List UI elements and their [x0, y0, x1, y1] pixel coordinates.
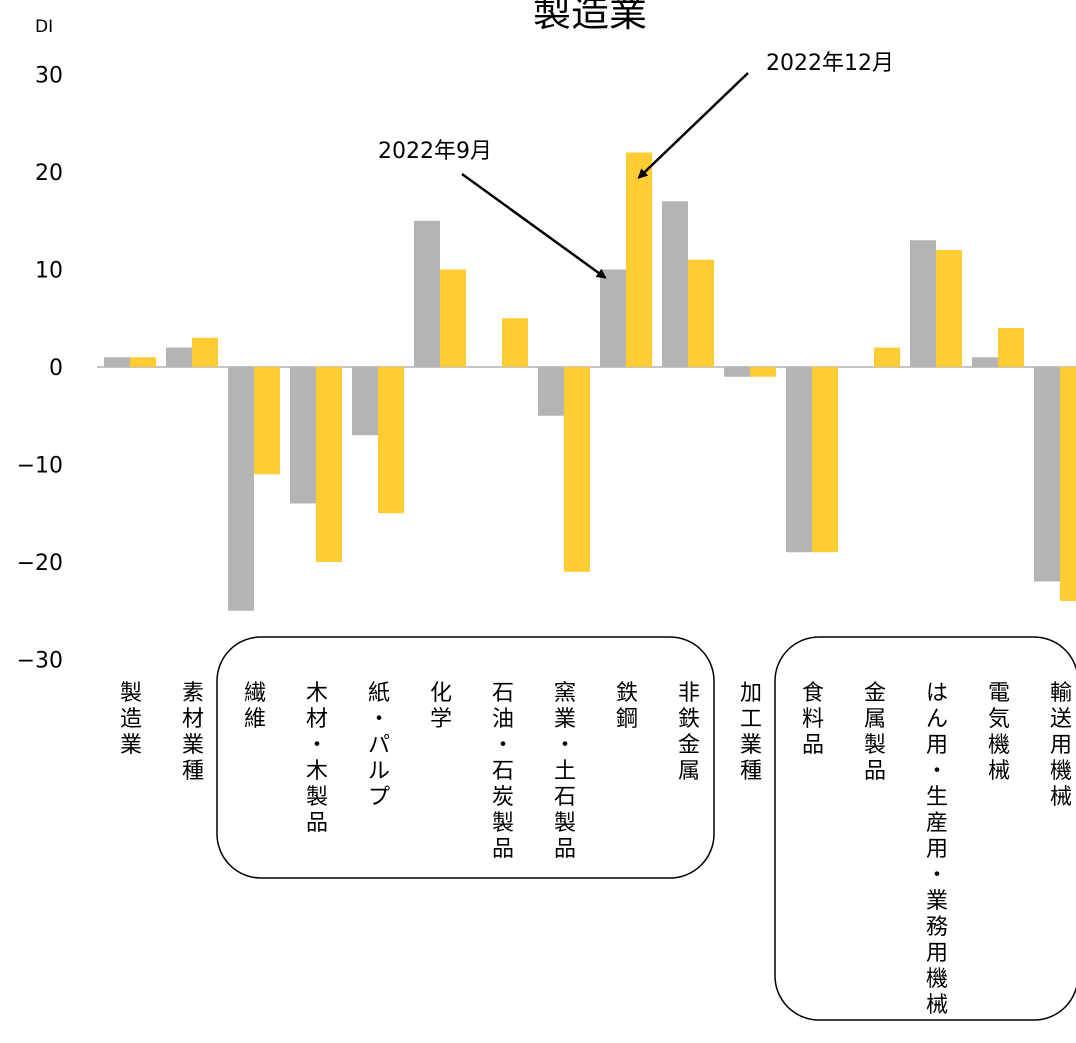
bar-series-1-cat-7 [538, 367, 564, 416]
bar-series-1-cat-1 [166, 347, 192, 367]
bar-series-2-cat-4 [378, 367, 404, 514]
category-label: 繊維 [244, 681, 266, 732]
category-label: 輸送用機械 [1050, 681, 1072, 810]
y-tick-label: −20 [17, 551, 63, 576]
bar-series-2-cat-5 [440, 269, 466, 367]
category-label: 木材・木製品 [306, 681, 328, 836]
bar-series-1-cat-0 [104, 357, 130, 367]
bar-series-2-cat-2 [254, 367, 280, 475]
bar-series-2-cat-11 [812, 367, 838, 553]
bar-series-2-cat-1 [192, 337, 218, 367]
y-tick-label: −30 [17, 649, 63, 674]
category-label: 鉄鋼 [616, 681, 638, 732]
bar-series-1-cat-11 [786, 367, 812, 553]
bar-series-1-cat-14 [972, 357, 998, 367]
bar-series-2-cat-13 [936, 250, 962, 367]
category-label: 製造業 [120, 681, 142, 758]
y-axis-unit-label: DI [35, 17, 53, 37]
category-label: 石油・石炭製品 [492, 681, 514, 862]
annotation-label: 2022年12月 [766, 51, 894, 76]
bar-series-1-cat-5 [414, 220, 440, 367]
category-label: 窯業・土石製品 [554, 681, 576, 862]
category-label: 電気機械 [988, 681, 1010, 784]
category-label: 金属製品 [864, 681, 886, 784]
bar-series-2-cat-10 [750, 367, 776, 377]
category-label: 食料品 [802, 681, 824, 758]
y-tick-label: 10 [35, 259, 63, 284]
y-tick-label: 0 [49, 356, 63, 381]
bar-series-2-cat-14 [998, 328, 1024, 367]
bar-series-1-cat-8 [600, 269, 626, 367]
bar-series-1-cat-13 [910, 240, 936, 367]
bar-series-2-cat-7 [564, 367, 590, 572]
category-label: はん用・生産用・業務用機械 [926, 681, 948, 1018]
bar-series-2-cat-6 [502, 318, 528, 367]
bar-series-1-cat-4 [352, 367, 378, 436]
bar-series-1-cat-10 [724, 367, 750, 377]
annotation-arrow [461, 172, 607, 279]
category-label: 化学 [430, 681, 452, 732]
category-label: 素材業種 [182, 681, 204, 784]
bar-series-2-cat-0 [130, 357, 156, 367]
bar-series-2-cat-8 [626, 152, 652, 367]
bar-series-1-cat-3 [290, 367, 316, 504]
bar-series-2-cat-15 [1060, 367, 1076, 601]
annotation-label: 2022年9月 [378, 139, 492, 164]
y-tick-label: 20 [35, 161, 63, 186]
y-tick-label: 30 [35, 64, 63, 89]
category-label: 非鉄金属 [678, 681, 700, 784]
y-tick-label: −10 [17, 454, 63, 479]
bar-series-1-cat-2 [228, 367, 254, 611]
bar-series-2-cat-3 [316, 367, 342, 562]
materials-group-bracket [216, 636, 715, 879]
processing-group-bracket [774, 636, 1076, 1021]
bar-series-2-cat-9 [688, 259, 714, 367]
annotation-arrow [637, 72, 749, 179]
category-label: 加工業種 [740, 681, 762, 784]
chart-title: 製造業 [533, 0, 647, 35]
bar-series-2-cat-12 [874, 347, 900, 367]
bar-series-1-cat-15 [1034, 367, 1060, 582]
category-label: 紙・パルプ [368, 681, 390, 810]
bar-series-1-cat-9 [662, 201, 688, 367]
